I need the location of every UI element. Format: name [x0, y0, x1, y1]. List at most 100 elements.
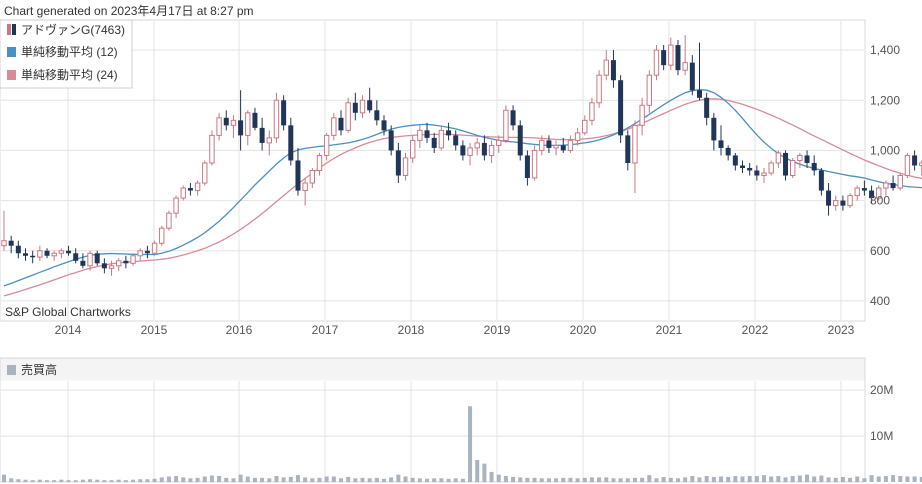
candle-body-up — [553, 144, 559, 149]
volume-tick-label: 20M — [870, 383, 893, 397]
candle-body-up — [266, 137, 272, 144]
candle-body-up — [245, 112, 251, 136]
candle-body-down — [352, 102, 358, 113]
legend-box — [0, 19, 133, 89]
volume-bar — [245, 476, 250, 482]
candle — [818, 167, 824, 196]
volume-bar — [589, 477, 594, 482]
candle-body-down — [281, 100, 287, 126]
volume-bar — [647, 475, 652, 482]
candle — [854, 185, 860, 201]
price-tick-label: 1,400 — [870, 43, 900, 57]
candle-body-down — [610, 60, 616, 81]
candle-body-down — [15, 245, 21, 254]
volume-bar — [446, 478, 451, 482]
volume-bar — [604, 477, 609, 482]
candle — [467, 142, 473, 166]
volume-bar — [23, 479, 28, 482]
candle — [266, 130, 272, 156]
candle — [754, 165, 760, 181]
candle — [869, 185, 875, 204]
volume-bar — [668, 477, 673, 482]
volume-bar — [66, 480, 71, 482]
candle-body-down — [661, 50, 667, 66]
candle — [238, 90, 244, 151]
candle — [696, 42, 702, 101]
candle-body-down — [725, 147, 731, 156]
candle — [797, 152, 803, 168]
volume-bar — [346, 476, 351, 482]
volume-bar — [52, 480, 57, 482]
candle-body-down — [123, 260, 129, 264]
candle-body-down — [367, 100, 373, 111]
candle-body-up — [194, 182, 201, 192]
volume-bar — [489, 471, 494, 482]
candle — [338, 110, 344, 136]
candle-body-down — [912, 155, 918, 166]
candle — [675, 40, 681, 76]
candle — [481, 135, 487, 161]
candle — [632, 120, 638, 194]
x-axis: 2014 2015 2016 2017 2018 2019 2020 2021 2022 2023 — [55, 323, 855, 337]
volume-bar — [554, 478, 559, 482]
candle — [402, 152, 409, 181]
candle — [761, 167, 767, 184]
candle — [840, 195, 846, 211]
volume-bar — [719, 476, 723, 482]
volume-bar — [238, 474, 243, 482]
candle-body-up — [1, 240, 7, 247]
candle — [682, 35, 688, 76]
volume-bar — [231, 478, 236, 482]
volume-bar — [632, 477, 637, 482]
candle-body-down — [23, 253, 29, 256]
volume-bar — [88, 479, 93, 482]
volume-bar — [783, 477, 788, 482]
candle — [15, 240, 21, 259]
candle-body-up — [539, 139, 545, 151]
volume-bar — [331, 476, 336, 482]
candle — [101, 258, 107, 274]
candle — [431, 132, 437, 153]
candle — [446, 122, 452, 141]
volume-bar — [116, 479, 121, 482]
candle-body-down — [718, 140, 724, 148]
candle — [567, 135, 574, 153]
candle — [144, 245, 150, 259]
candle-body-down — [510, 110, 516, 126]
candle-body-down — [732, 155, 738, 166]
volume-bar — [762, 475, 767, 482]
candle-body-down — [259, 127, 265, 143]
candle-body-down — [546, 140, 552, 148]
volume-bar — [417, 478, 422, 482]
volume-bar — [360, 477, 365, 482]
volume-bar — [439, 478, 444, 482]
legend-label-stock: アドヴァンG(7463) — [21, 22, 125, 37]
volume-bar — [460, 478, 465, 482]
candle — [66, 245, 72, 256]
volume-bar — [597, 477, 602, 482]
candle — [123, 255, 129, 269]
candle — [409, 135, 416, 163]
candle-body-up — [790, 159, 796, 177]
candle-body-up — [582, 119, 588, 134]
volume-bar — [805, 474, 810, 482]
volume-bar — [797, 475, 802, 482]
candle-body-down — [374, 110, 380, 121]
volume-bar — [468, 406, 473, 482]
candle — [159, 225, 165, 246]
volume-bar — [303, 477, 308, 482]
legend-candle-down-icon — [12, 24, 16, 35]
volume-bar — [661, 476, 666, 482]
candle-body-up — [209, 134, 215, 164]
volume-bar — [181, 477, 186, 482]
volume-bar — [833, 477, 838, 482]
candle — [395, 142, 401, 184]
candle — [610, 50, 616, 88]
candle — [847, 193, 853, 209]
volume-bar — [159, 477, 164, 482]
volume-grid — [1, 381, 864, 481]
volume-bar — [675, 478, 680, 482]
candle-body-up — [603, 59, 609, 76]
candle-body-up — [151, 242, 158, 254]
price-tick-label: 800 — [870, 194, 890, 208]
